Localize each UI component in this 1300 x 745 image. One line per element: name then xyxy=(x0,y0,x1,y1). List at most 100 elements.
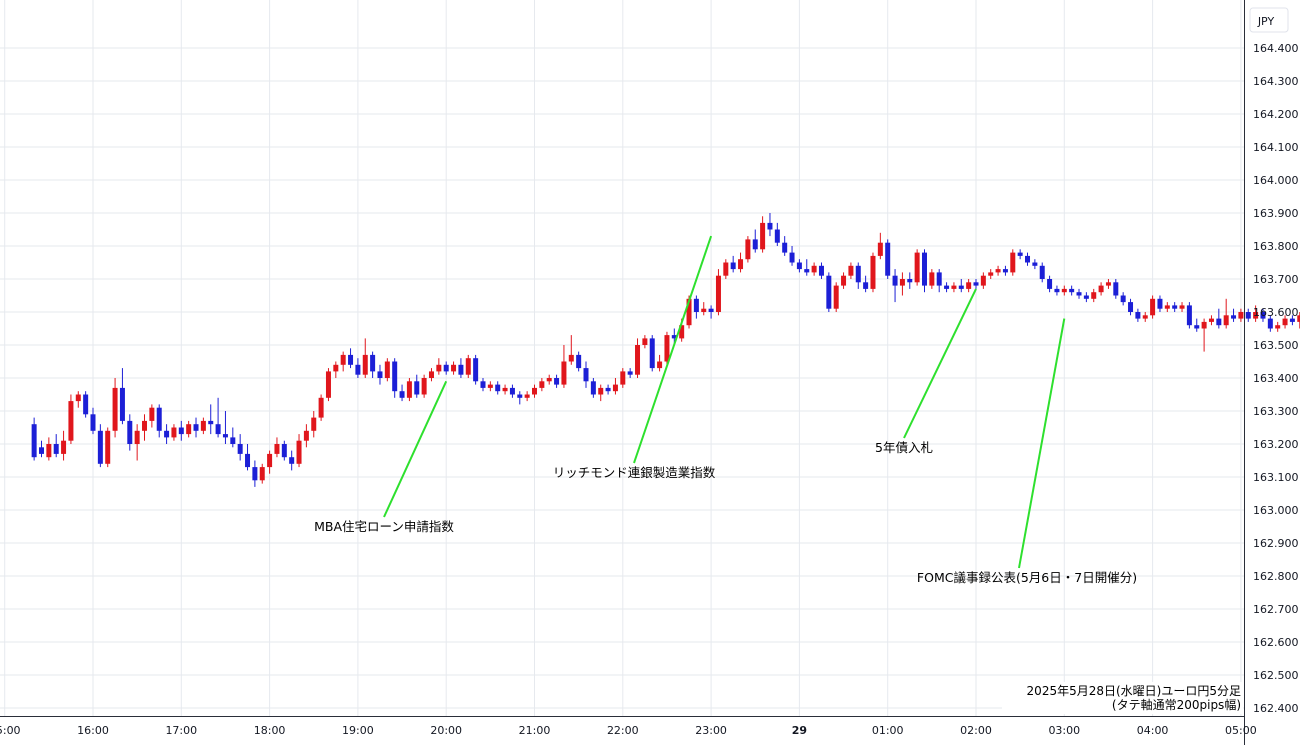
candle-body xyxy=(745,239,751,260)
candle-body xyxy=(46,444,52,458)
candle-body xyxy=(215,424,221,435)
candle-body xyxy=(885,242,891,276)
candle xyxy=(1164,302,1170,312)
y-tick-label: 163.900 xyxy=(1253,207,1299,220)
candle xyxy=(1157,295,1163,312)
candle xyxy=(546,374,552,385)
candle-body xyxy=(892,275,898,286)
candle xyxy=(760,216,766,253)
candle-body xyxy=(1105,282,1111,286)
candle xyxy=(414,374,420,398)
candle-body xyxy=(274,444,280,454)
candle-body xyxy=(105,430,111,464)
candle xyxy=(193,417,199,438)
candle xyxy=(164,424,170,444)
candle-body xyxy=(598,387,604,395)
candle xyxy=(642,335,648,349)
candle xyxy=(451,361,457,375)
candle-body xyxy=(296,440,302,464)
y-tick-label: 163.400 xyxy=(1253,372,1299,385)
x-tick-label: 29 xyxy=(792,724,807,737)
candle-body xyxy=(245,453,251,468)
candle-body xyxy=(627,371,633,375)
annotation-label: FOMC議事録公表(5月6日・7日開催分) xyxy=(917,570,1137,585)
candle-body xyxy=(509,387,515,395)
candle xyxy=(1054,285,1060,296)
candle-body xyxy=(480,381,486,388)
candle xyxy=(583,361,589,388)
y-tick-label: 163.000 xyxy=(1253,504,1299,517)
candle xyxy=(561,345,567,388)
candle-body xyxy=(693,298,699,312)
candle xyxy=(377,364,383,385)
candle-body xyxy=(1128,302,1134,312)
candle xyxy=(973,279,979,289)
candle xyxy=(384,358,390,382)
candle-body xyxy=(1017,252,1023,256)
candle-body xyxy=(1172,305,1178,309)
annotation-label: MBA住宅ローン申請指数 xyxy=(314,519,454,534)
candle xyxy=(1120,292,1126,306)
candle-body xyxy=(848,265,854,276)
candle-body xyxy=(929,272,935,286)
candle xyxy=(208,404,214,435)
candle xyxy=(590,378,596,398)
candle xyxy=(318,394,324,421)
candle xyxy=(1105,279,1111,289)
annotation-connector xyxy=(383,380,448,518)
candle-body xyxy=(289,457,295,464)
candle xyxy=(46,437,52,461)
candle xyxy=(31,417,37,461)
candle-body xyxy=(1245,312,1251,319)
time-axis[interactable]: 15:00 16:00 17:00 18:00 19:00 20:00 21:00 22:00… xyxy=(0,724,1257,737)
candle xyxy=(833,282,839,312)
candle-body xyxy=(1275,325,1281,329)
candle-body xyxy=(31,424,37,458)
y-tick-label: 162.900 xyxy=(1253,537,1299,550)
candle xyxy=(818,262,824,279)
candle xyxy=(944,282,950,293)
candle xyxy=(826,272,832,312)
y-tick-label: 162.600 xyxy=(1253,636,1299,649)
candle-body xyxy=(164,430,170,438)
candle xyxy=(576,351,582,372)
y-tick-label: 163.600 xyxy=(1253,306,1299,319)
candle xyxy=(1017,249,1023,260)
candle-body xyxy=(988,272,994,276)
candle-body xyxy=(789,252,795,263)
candle-body xyxy=(517,394,523,398)
candle xyxy=(112,378,118,438)
candle-body xyxy=(1025,255,1031,263)
price-axis[interactable]: 164.400 164.300 164.200 164.100 164.000 163.9… xyxy=(1253,42,1299,715)
candle xyxy=(38,440,44,458)
candle xyxy=(848,262,854,279)
candle-body xyxy=(1267,318,1273,329)
candle xyxy=(715,269,721,316)
candle-body xyxy=(127,420,133,444)
candle xyxy=(237,434,243,461)
candle xyxy=(370,351,376,378)
x-tick-label: 01:00 xyxy=(872,724,904,737)
y-tick-label: 164.000 xyxy=(1253,174,1299,187)
y-tick-label: 164.200 xyxy=(1253,108,1299,121)
candle-body xyxy=(951,285,957,289)
candle xyxy=(1179,302,1185,312)
candle xyxy=(1289,315,1295,326)
candle xyxy=(487,381,493,392)
candle-body xyxy=(1289,318,1295,322)
candle xyxy=(473,354,479,385)
candle-body xyxy=(178,427,184,435)
candle xyxy=(752,229,758,253)
candle-body xyxy=(642,338,648,345)
y-tick-label: 163.100 xyxy=(1253,471,1299,484)
candle xyxy=(1032,259,1038,270)
candle-body xyxy=(576,354,582,369)
candle xyxy=(421,374,427,398)
candle-body xyxy=(1091,292,1097,299)
candle xyxy=(428,368,434,382)
y-tick-label: 164.400 xyxy=(1253,42,1299,55)
annotation-connector xyxy=(903,288,977,439)
candle-body xyxy=(1231,315,1237,319)
candle-body xyxy=(377,371,383,378)
candle-body xyxy=(649,338,655,369)
